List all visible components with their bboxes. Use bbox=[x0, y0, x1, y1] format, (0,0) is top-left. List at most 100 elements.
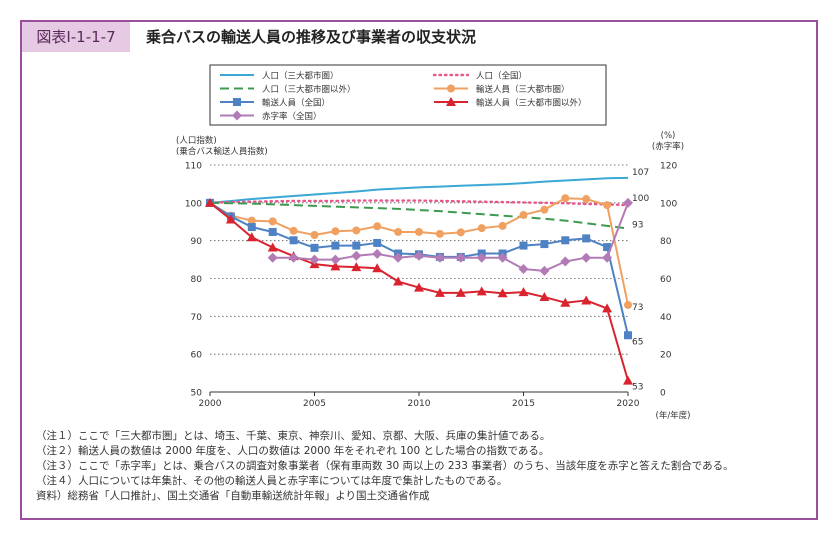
series-5-point bbox=[476, 286, 487, 296]
y-right-tick-label: 100 bbox=[660, 199, 677, 209]
series-5-point bbox=[560, 297, 571, 307]
series-4-point bbox=[624, 331, 632, 340]
series-5-point bbox=[602, 303, 613, 313]
series-6-point bbox=[434, 252, 445, 263]
y-left-tick-label: 60 bbox=[191, 351, 203, 361]
series-5-point bbox=[518, 287, 529, 297]
series-3-point bbox=[331, 227, 340, 236]
legend-label-2: 人口（三大都市圏以外） bbox=[262, 84, 356, 95]
series-5-point bbox=[205, 197, 215, 207]
y-right-axis-label: (赤字率) bbox=[652, 141, 684, 152]
series-6-point bbox=[623, 197, 633, 208]
y-left-axis-label: (乗合バス輸送人員指数) bbox=[176, 146, 268, 157]
series-4-point bbox=[582, 234, 591, 243]
legend-marker-5 bbox=[446, 97, 456, 106]
series-3-point bbox=[394, 227, 403, 236]
y-right-tick-label: 60 bbox=[660, 275, 672, 285]
y-right-axis-label: (%) bbox=[661, 131, 676, 141]
x-tick-label: 2000 bbox=[199, 399, 222, 409]
figure-header: 図表Ⅰ-1-1-7 乗合バスの輸送人員の推移及び事業者の収支状況 bbox=[22, 22, 816, 52]
y-left-tick-label: 110 bbox=[185, 162, 202, 172]
series-6-point bbox=[393, 252, 404, 263]
series-6-point bbox=[455, 252, 466, 263]
series-6-point bbox=[267, 252, 278, 263]
note-2: （注２）輸送人員の数値は 2000 年度を、人口の数値は 2000 年をそれぞれ… bbox=[36, 445, 550, 457]
series-5-point bbox=[455, 287, 466, 297]
legend-marker-4 bbox=[233, 98, 241, 106]
end-value-label: 65 bbox=[632, 337, 643, 347]
x-tick-label: 2005 bbox=[303, 399, 326, 409]
series-3-point bbox=[603, 201, 612, 210]
y-left-tick-label: 80 bbox=[191, 275, 203, 285]
end-value-label: 100 bbox=[632, 194, 649, 204]
series-5-point bbox=[330, 261, 341, 271]
series-3-point bbox=[310, 230, 319, 239]
end-value-label: 73 bbox=[632, 303, 643, 313]
series-6-point bbox=[288, 252, 299, 263]
series-5-point bbox=[497, 288, 508, 298]
series-3-point bbox=[456, 228, 465, 237]
y-right-tick-label: 80 bbox=[660, 237, 672, 247]
series-3-point bbox=[247, 216, 256, 225]
y-left-tick-label: 100 bbox=[185, 199, 202, 209]
y-left-tick-label: 70 bbox=[191, 313, 203, 323]
series-6-point bbox=[602, 252, 613, 263]
x-tick-label: 2010 bbox=[408, 399, 431, 409]
series-5-point bbox=[434, 287, 445, 297]
series-6-point bbox=[330, 254, 341, 265]
series-4-point bbox=[540, 240, 549, 249]
series-5-point bbox=[539, 292, 550, 302]
series-line-0 bbox=[209, 176, 629, 204]
series-3-point bbox=[415, 227, 423, 236]
series-6-point bbox=[476, 252, 487, 263]
series-5-point bbox=[225, 214, 236, 224]
y-left-axis-label: (人口指数) bbox=[176, 135, 217, 146]
figure-title: 乗合バスの輸送人員の推移及び事業者の収支状況 bbox=[146, 28, 477, 46]
series-3-point bbox=[289, 226, 298, 235]
y-right-tick-label: 0 bbox=[660, 389, 666, 399]
series-5-point bbox=[414, 282, 424, 292]
series-5-point bbox=[246, 232, 257, 242]
note-4: （注４）人口については年集計、その他の輸送人員と赤字率については年度で集計したも… bbox=[36, 475, 508, 487]
series-4-point bbox=[289, 236, 298, 245]
series-5-point bbox=[372, 263, 383, 273]
note-3: （注３）ここで「赤字率」とは、乗合バスの調査対象事業者（保有車両数 30 両以上… bbox=[36, 460, 734, 472]
end-value-label: 93 bbox=[632, 221, 643, 231]
legend-box bbox=[209, 64, 607, 126]
series-4-point bbox=[603, 243, 612, 252]
series-6-point bbox=[539, 265, 550, 276]
series-5-point bbox=[623, 375, 633, 385]
series-5-point bbox=[267, 242, 278, 252]
series-3-point bbox=[540, 205, 549, 214]
legend-label-4: 輸送人員（全国） bbox=[262, 98, 330, 109]
series-3-point bbox=[624, 300, 632, 309]
series-4-point bbox=[268, 227, 277, 236]
series-3-point bbox=[352, 226, 361, 235]
x-unit-label: (年/年度) bbox=[656, 410, 691, 421]
legend-label-6: 赤字率（全国） bbox=[262, 111, 322, 122]
series-6-point bbox=[497, 252, 508, 263]
series-6-point bbox=[351, 250, 362, 261]
end-value-label: 53 bbox=[632, 383, 643, 393]
series-6-point bbox=[581, 252, 592, 263]
y-left-tick-label: 50 bbox=[191, 389, 203, 399]
series-3-point bbox=[582, 195, 591, 204]
series-4-point bbox=[247, 223, 256, 232]
series-6-point bbox=[560, 256, 571, 267]
series-3-point bbox=[268, 217, 277, 226]
series-3-point bbox=[519, 210, 528, 219]
source-note: 資料）総務省「人口推計」、国土交通省「自動車輸送統計年報」より国土交通省作成 bbox=[36, 490, 430, 502]
series-line-6 bbox=[272, 202, 629, 272]
y-right-tick-label: 20 bbox=[660, 351, 672, 361]
series-4-point bbox=[352, 241, 361, 250]
end-value-label: 107 bbox=[632, 168, 649, 178]
y-right-tick-label: 120 bbox=[660, 162, 677, 172]
series-6-point bbox=[518, 264, 529, 275]
x-tick-label: 2020 bbox=[617, 399, 640, 409]
series-4-point bbox=[561, 236, 570, 245]
legend-label-5: 輸送人員（三大都市圏以外） bbox=[476, 98, 587, 109]
series-6-point bbox=[414, 250, 424, 261]
legend-marker-6 bbox=[232, 110, 242, 121]
series-5-point bbox=[581, 295, 592, 305]
legend-marker-3 bbox=[447, 84, 455, 93]
